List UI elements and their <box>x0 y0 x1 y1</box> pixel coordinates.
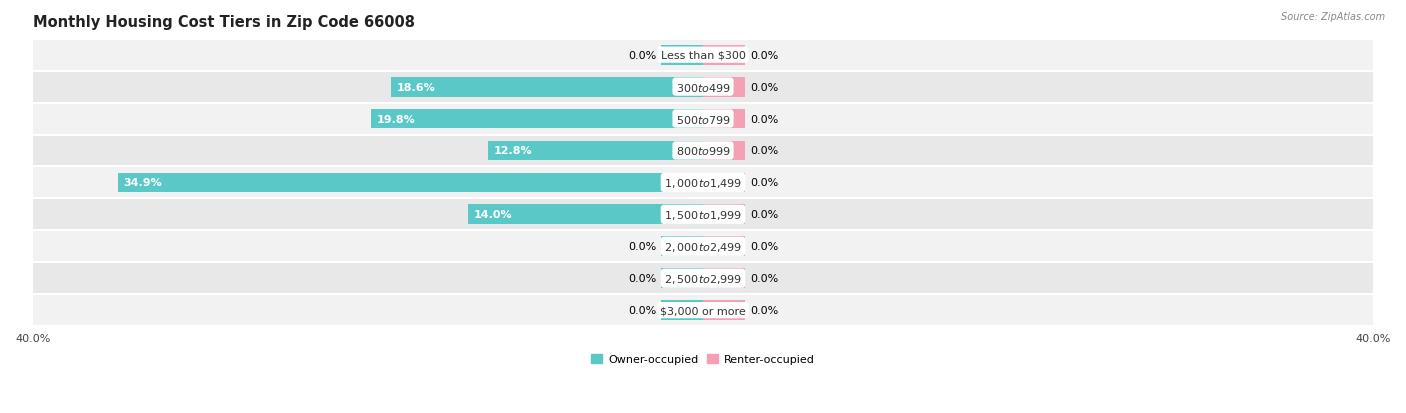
Text: $3,000 or more: $3,000 or more <box>661 305 745 316</box>
Bar <box>468 205 703 225</box>
FancyBboxPatch shape <box>32 294 1374 326</box>
Text: 0.0%: 0.0% <box>749 273 778 284</box>
FancyBboxPatch shape <box>32 167 1374 199</box>
Text: $1,500 to $1,999: $1,500 to $1,999 <box>664 208 742 221</box>
Bar <box>371 109 703 129</box>
Legend: Owner-occupied, Renter-occupied: Owner-occupied, Renter-occupied <box>586 350 820 369</box>
Bar <box>703 109 745 129</box>
Bar <box>703 173 745 193</box>
Bar <box>703 205 745 225</box>
Text: Less than $300: Less than $300 <box>661 50 745 61</box>
Text: 0.0%: 0.0% <box>749 114 778 124</box>
FancyBboxPatch shape <box>32 135 1374 167</box>
FancyBboxPatch shape <box>32 103 1374 135</box>
Bar <box>661 301 703 320</box>
Bar <box>391 78 703 97</box>
Bar <box>703 269 745 288</box>
Text: 0.0%: 0.0% <box>749 210 778 220</box>
Text: 0.0%: 0.0% <box>628 273 657 284</box>
Text: 0.0%: 0.0% <box>749 305 778 316</box>
Text: $2,500 to $2,999: $2,500 to $2,999 <box>664 272 742 285</box>
Text: 0.0%: 0.0% <box>749 146 778 156</box>
Text: 19.8%: 19.8% <box>377 114 415 124</box>
Text: 18.6%: 18.6% <box>396 83 434 93</box>
FancyBboxPatch shape <box>32 263 1374 294</box>
FancyBboxPatch shape <box>32 199 1374 231</box>
Text: 0.0%: 0.0% <box>749 83 778 93</box>
Text: $2,000 to $2,499: $2,000 to $2,499 <box>664 240 742 253</box>
Text: $500 to $799: $500 to $799 <box>675 113 731 125</box>
Text: 0.0%: 0.0% <box>628 50 657 61</box>
Bar <box>488 141 703 161</box>
Text: $1,000 to $1,499: $1,000 to $1,499 <box>664 176 742 190</box>
Text: 34.9%: 34.9% <box>124 178 162 188</box>
Bar <box>703 78 745 97</box>
FancyBboxPatch shape <box>32 40 1374 71</box>
Text: 0.0%: 0.0% <box>749 178 778 188</box>
Text: $800 to $999: $800 to $999 <box>675 145 731 157</box>
Text: Source: ZipAtlas.com: Source: ZipAtlas.com <box>1281 12 1385 22</box>
Bar <box>661 46 703 65</box>
Text: $300 to $499: $300 to $499 <box>675 81 731 93</box>
Bar <box>703 46 745 65</box>
FancyBboxPatch shape <box>32 231 1374 263</box>
Bar <box>703 237 745 256</box>
Text: 0.0%: 0.0% <box>628 242 657 252</box>
Text: 0.0%: 0.0% <box>749 242 778 252</box>
Bar <box>118 173 703 193</box>
Text: Monthly Housing Cost Tiers in Zip Code 66008: Monthly Housing Cost Tiers in Zip Code 6… <box>32 15 415 30</box>
Text: 0.0%: 0.0% <box>628 305 657 316</box>
Text: 14.0%: 14.0% <box>474 210 512 220</box>
Text: 0.0%: 0.0% <box>749 50 778 61</box>
Text: 12.8%: 12.8% <box>494 146 531 156</box>
Bar <box>661 237 703 256</box>
Bar <box>703 141 745 161</box>
FancyBboxPatch shape <box>32 71 1374 103</box>
Bar <box>661 269 703 288</box>
Bar <box>703 301 745 320</box>
